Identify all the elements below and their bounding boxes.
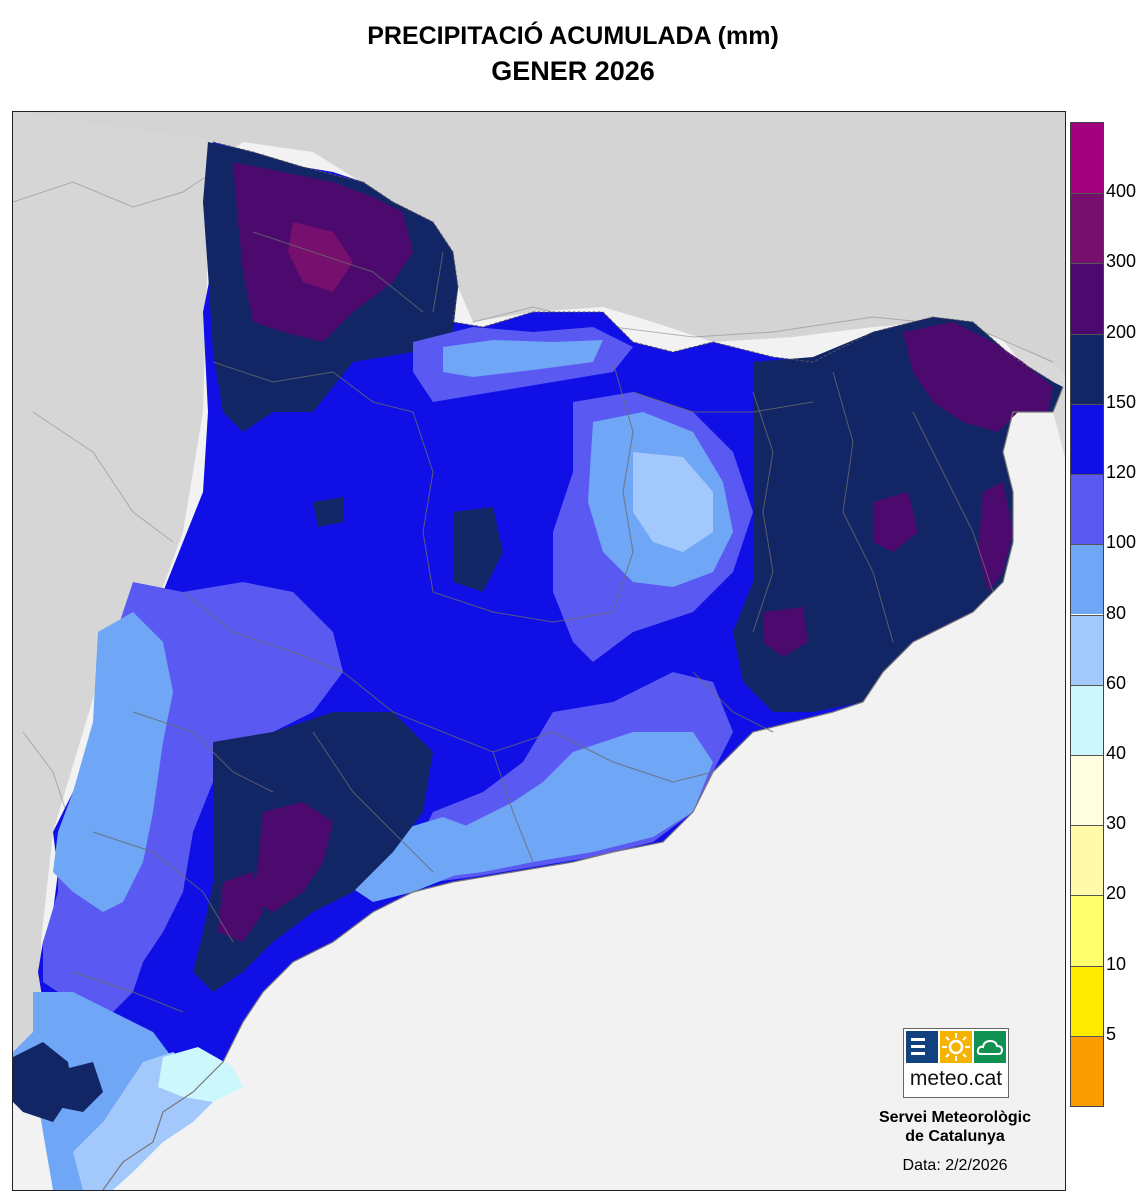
organization-name: Servei Meteorològic de Catalunya (850, 1108, 1060, 1146)
legend-label: 100 (1106, 532, 1137, 553)
legend-label: 20 (1106, 883, 1127, 904)
logo-text: meteo.cat (909, 1067, 1003, 1090)
legend-label: 120 (1106, 462, 1137, 483)
legend-band (1071, 1035, 1103, 1106)
legend-label: 400 (1106, 181, 1137, 202)
legend-band (1071, 544, 1103, 615)
legend-band (1071, 684, 1103, 755)
map-date: Data: 2/2/2026 (902, 1157, 1008, 1174)
legend-label: 30 (1106, 813, 1127, 834)
legend-label: 150 (1106, 391, 1137, 412)
legend-label: 80 (1106, 602, 1127, 623)
legend-band (1071, 965, 1103, 1036)
menu-lines-icon (906, 1031, 938, 1063)
legend-band (1071, 123, 1103, 194)
legend-band (1071, 754, 1103, 826)
legend-label: 60 (1106, 672, 1127, 693)
legend-band (1071, 263, 1103, 334)
legend-band (1071, 474, 1103, 545)
meteocat-logo: meteo.cat (903, 1028, 1009, 1098)
legend-band (1071, 403, 1103, 475)
sun-icon (940, 1031, 972, 1063)
legend-label: 40 (1106, 742, 1127, 763)
legend-band (1071, 895, 1103, 966)
map-subtitle: GENER 2026 (491, 56, 655, 86)
surrounding-land-north (13, 112, 1065, 372)
legend-label: 5 (1106, 1023, 1117, 1044)
legend-label: 300 (1106, 251, 1137, 272)
legend-label: 200 (1106, 321, 1137, 342)
legend-band (1071, 333, 1103, 404)
legend-band (1071, 193, 1103, 264)
organization-line2: de Catalunya (905, 1128, 1005, 1145)
map-title: PRECIPITACIÓ ACUMULADA (mm) (367, 22, 779, 50)
precipitation-map (12, 111, 1066, 1191)
surrounding-land-west (13, 112, 213, 1072)
organization-line1: Servei Meteorològic (878, 1109, 1032, 1126)
color-scale-legend (1070, 122, 1104, 1107)
cloud-icon (974, 1031, 1006, 1063)
legend-band (1071, 825, 1103, 896)
legend-label: 10 (1106, 953, 1127, 974)
legend-band (1071, 614, 1103, 685)
